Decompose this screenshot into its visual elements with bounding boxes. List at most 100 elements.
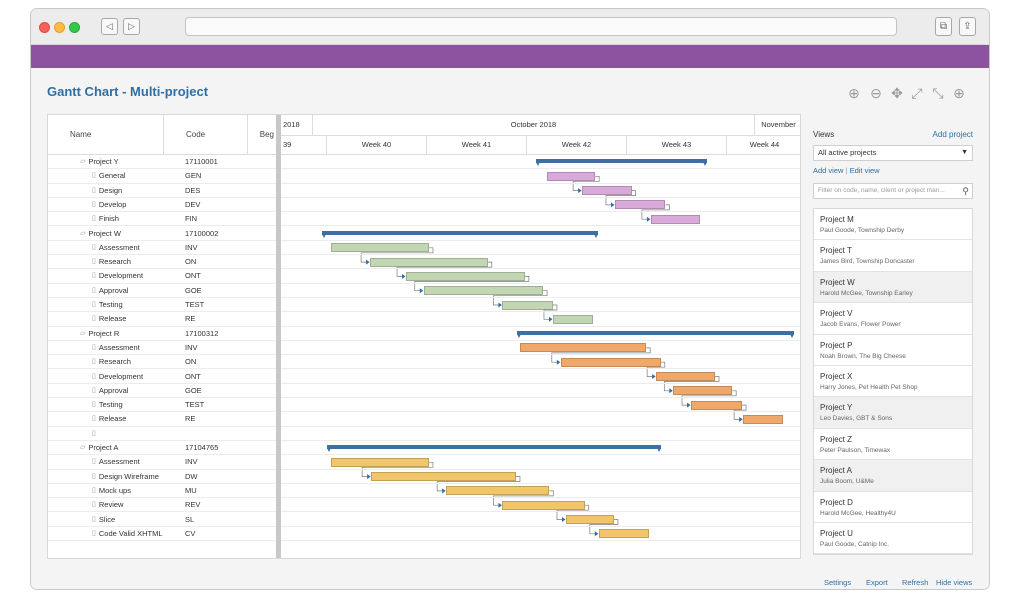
refresh-link[interactable]: Refresh bbox=[902, 578, 929, 587]
project-list-item[interactable]: Project P Noah Brown, The Big Cheese bbox=[814, 335, 972, 366]
back-icon[interactable]: ◁ bbox=[101, 18, 118, 35]
collapse-icon[interactable]: ⤡ bbox=[932, 85, 944, 101]
column-header-code[interactable]: Code bbox=[164, 115, 248, 155]
task-row[interactable]: ▯ Mock ups MU bbox=[48, 484, 276, 499]
row-name: ▯ bbox=[92, 427, 99, 440]
task-row[interactable]: ▯ Assessment INV bbox=[48, 455, 276, 470]
share-icon[interactable]: ⇪ bbox=[959, 17, 976, 36]
document-icon: ▯ bbox=[92, 501, 96, 509]
row-code: ON bbox=[185, 357, 197, 367]
views-select[interactable]: All active projects ▼ bbox=[813, 145, 973, 161]
timeline-row bbox=[281, 312, 800, 327]
project-list-item[interactable]: Project X Harry Jones, Pet Health Pet Sho… bbox=[814, 366, 972, 398]
pane-splitter[interactable] bbox=[276, 115, 281, 558]
project-summary-bar[interactable] bbox=[322, 230, 598, 238]
timeline-row bbox=[281, 255, 800, 270]
add-icon[interactable]: ⊕ bbox=[953, 85, 965, 101]
project-client: Noah Brown, The Big Cheese bbox=[820, 352, 906, 360]
task-row[interactable]: ▯ Design Wireframe DW bbox=[48, 470, 276, 484]
document-icon: ▯ bbox=[92, 415, 96, 423]
export-link[interactable]: Export bbox=[866, 578, 888, 587]
row-name-text: Develop bbox=[98, 199, 127, 209]
document-icon: ▯ bbox=[92, 401, 96, 409]
timeline-row bbox=[281, 284, 800, 298]
task-row[interactable]: ▯ Develop DEV bbox=[48, 198, 276, 213]
maximize-window-button[interactable] bbox=[69, 22, 80, 33]
task-row[interactable]: ▯ Development ONT bbox=[48, 370, 276, 384]
zoom-out-icon[interactable]: ⊖ bbox=[870, 85, 882, 101]
project-list-item[interactable]: Project W Harold McGee, Township Earley bbox=[814, 271, 972, 304]
task-row[interactable]: ▯ Development ONT bbox=[48, 269, 276, 284]
task-row[interactable]: ▯ Release RE bbox=[48, 412, 276, 427]
edit-view-link[interactable]: Edit view bbox=[849, 166, 880, 175]
task-row[interactable]: ▯ Release RE bbox=[48, 312, 276, 327]
project-filter-input[interactable]: Filter on code, name, client or project … bbox=[813, 183, 973, 199]
task-row[interactable]: ▯ bbox=[48, 427, 276, 441]
project-list-item[interactable]: Project U Paul Goode, Catnip Inc. bbox=[814, 523, 972, 554]
document-icon: ▯ bbox=[92, 243, 96, 251]
search-icon[interactable]: ⚲ bbox=[962, 186, 969, 196]
pan-icon[interactable]: ✥ bbox=[891, 85, 903, 101]
row-name: ▯ Research bbox=[92, 355, 131, 368]
document-icon: ▯ bbox=[92, 486, 96, 494]
project-row[interactable]: ▱ Project W 17100002 bbox=[48, 227, 276, 241]
row-name: ▯ Assessment bbox=[92, 241, 140, 254]
project-name: Project D bbox=[820, 497, 853, 507]
task-row[interactable]: ▯ Assessment INV bbox=[48, 241, 276, 256]
row-name: ▯ General bbox=[92, 169, 126, 182]
task-row[interactable]: ▯ Design DES bbox=[48, 184, 276, 198]
settings-link[interactable]: Settings bbox=[824, 578, 852, 587]
task-row[interactable]: ▯ Approval GOE bbox=[48, 284, 276, 298]
task-row[interactable]: ▯ Testing TEST bbox=[48, 298, 276, 313]
forward-icon[interactable]: ▷ bbox=[123, 18, 140, 35]
row-code: TEST bbox=[185, 300, 205, 309]
task-row[interactable]: ▯ Code Valid XHTML CV bbox=[48, 527, 276, 542]
folder-open-icon: ▱ bbox=[80, 329, 86, 337]
row-code: GOE bbox=[185, 385, 202, 395]
project-row[interactable]: ▱ Project R 17100312 bbox=[48, 327, 276, 341]
project-list-item[interactable]: Project T James Bird, Township Doncaster bbox=[814, 240, 972, 272]
project-list-item[interactable]: Project M Paul Goode, Township Derby bbox=[814, 209, 972, 241]
column-header-begin[interactable]: Beg bbox=[248, 115, 276, 155]
project-name: Project W bbox=[820, 277, 855, 287]
add-view-link[interactable]: Add view bbox=[813, 166, 844, 175]
project-summary-bar[interactable] bbox=[517, 330, 794, 338]
expand-icon[interactable]: ⤢ bbox=[911, 85, 923, 101]
zoom-in-icon[interactable]: ⊕ bbox=[848, 85, 860, 101]
task-row[interactable]: ▯ Review REV bbox=[48, 498, 276, 513]
project-summary-bar[interactable] bbox=[327, 445, 662, 452]
project-summary-bar[interactable] bbox=[535, 159, 708, 166]
close-window-button[interactable] bbox=[39, 22, 50, 33]
timeline-row bbox=[281, 269, 800, 284]
project-list-item[interactable]: Project Y Leo Davies, GBT & Sons bbox=[814, 397, 972, 429]
timeline-row bbox=[281, 198, 800, 213]
project-list-item[interactable]: Project V Jacob Evans, Flower Power bbox=[814, 303, 972, 335]
task-row[interactable]: ▯ Research ON bbox=[48, 355, 276, 370]
row-code: DW bbox=[185, 471, 198, 481]
project-client: Paul Goode, Township Derby bbox=[820, 227, 905, 234]
task-row[interactable]: ▯ Testing TEST bbox=[48, 398, 276, 413]
add-project-link[interactable]: Add project bbox=[932, 130, 973, 139]
tabs-icon[interactable]: ⧉ bbox=[935, 17, 952, 36]
project-client: Paul Goode, Catnip Inc. bbox=[820, 541, 890, 548]
timeline-row bbox=[281, 212, 800, 227]
row-name: ▯ Design Wireframe bbox=[92, 470, 159, 483]
task-row[interactable]: ▯ Finish FIN bbox=[48, 212, 276, 227]
address-bar[interactable] bbox=[185, 17, 897, 36]
minimize-window-button[interactable] bbox=[54, 22, 65, 33]
project-list-item[interactable]: Project D Harold McGee, Healthy4U bbox=[814, 492, 972, 523]
hide-views-link[interactable]: Hide views bbox=[936, 578, 973, 587]
project-list-item[interactable]: Project Z Peter Paulson, Timewax bbox=[814, 429, 972, 461]
project-row[interactable]: ▱ Project Y 17110001 bbox=[48, 155, 276, 170]
project-list-item[interactable]: Project A Julia Boom, U&Me bbox=[814, 460, 972, 492]
task-row[interactable]: ▯ Approval GOE bbox=[48, 384, 276, 399]
timeline-row bbox=[281, 441, 800, 456]
task-row[interactable]: ▯ General GEN bbox=[48, 169, 276, 184]
task-row[interactable]: ▯ Slice SL bbox=[48, 513, 276, 527]
document-icon: ▯ bbox=[92, 343, 96, 351]
project-row[interactable]: ▱ Project A 17104765 bbox=[48, 441, 276, 456]
column-header-name[interactable]: Name bbox=[48, 115, 164, 155]
task-row[interactable]: ▯ Research ON bbox=[48, 255, 276, 270]
task-row[interactable]: ▯ Assessment INV bbox=[48, 341, 276, 356]
row-name: ▯ Research bbox=[92, 255, 131, 268]
